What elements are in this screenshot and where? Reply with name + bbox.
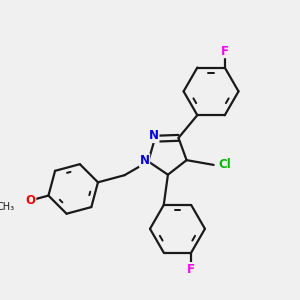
Text: F: F <box>187 262 195 276</box>
Text: CH₃: CH₃ <box>0 202 14 212</box>
Text: Cl: Cl <box>218 158 231 171</box>
Text: N: N <box>140 154 150 167</box>
Text: O: O <box>26 194 36 207</box>
Text: N: N <box>149 130 159 142</box>
Text: F: F <box>221 45 229 58</box>
